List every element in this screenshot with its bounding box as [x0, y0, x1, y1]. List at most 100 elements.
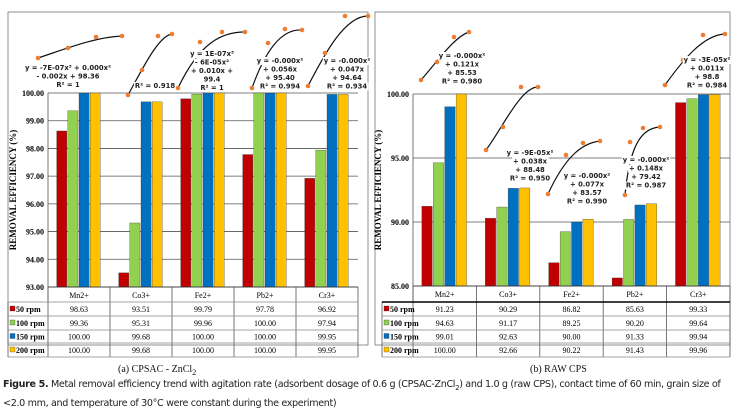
table-cell: 96.92: [318, 305, 336, 314]
bar-150rpm-Cr3+: [698, 94, 709, 287]
trend-point: [35, 55, 41, 61]
trend-point: [155, 33, 161, 39]
x-tick-label: Pb2+: [626, 290, 643, 299]
bar-50rpm-Co3+: [485, 218, 496, 287]
table-cell: 90.22: [563, 346, 581, 355]
y-tick-label: 99.00: [26, 117, 44, 126]
y-tick-label: 100.00: [387, 90, 409, 99]
table-cell: 91.43: [626, 346, 644, 355]
equation-bg: [621, 156, 671, 164]
trendline-equation: + 83.57: [572, 189, 602, 197]
trend-point: [597, 138, 603, 144]
bar-200rpm-Fe2+: [214, 92, 225, 288]
table-cell: 100.00: [254, 346, 276, 355]
equation-bg: [628, 164, 665, 173]
y-tick-label: 90.00: [391, 218, 409, 227]
trendline-equation: R² = 1: [200, 84, 224, 92]
equation-bg: [329, 65, 366, 74]
equation-bg: [685, 81, 729, 90]
x-tick-label: Cr3+: [690, 290, 707, 299]
y-tick-label: 95.00: [26, 228, 44, 237]
bar-100rpm-Pb2+: [253, 92, 265, 288]
table-cell: 100.00: [68, 346, 90, 355]
legend-label: 100 rpm: [16, 319, 45, 328]
equation-bg: [189, 50, 235, 58]
trend-point: [500, 124, 506, 130]
legend-key: [9, 319, 16, 326]
trendline-equation: R² = 0.987: [626, 182, 666, 190]
table-cell: 94.63: [436, 319, 454, 328]
equation-bg: [682, 56, 732, 64]
legend-key: [9, 333, 16, 339]
trendline-Cr3+: [664, 33, 726, 86]
y-tick-label: 96.00: [26, 200, 44, 209]
legend-label: 100 rpm: [390, 319, 419, 328]
bar-150rpm-Cr3+: [326, 94, 338, 288]
equation-bg: [689, 64, 726, 73]
trend-point: [197, 39, 203, 45]
trendline-equation: y = -0.000x²: [564, 172, 611, 180]
equation-bg: [55, 81, 81, 89]
bar-50rpm-Cr3+: [675, 102, 687, 287]
table-cell: 99.95: [318, 346, 336, 355]
trend-point: [175, 85, 181, 91]
bar-50rpm-Mn2+: [421, 206, 433, 287]
x-tick-label: Mn2+: [435, 290, 455, 299]
legend-key: [383, 319, 390, 326]
trendline-equation: y = -0.000x²: [324, 57, 371, 65]
trend-point: [700, 32, 706, 38]
trendline-equation: + 0.121x: [445, 61, 480, 69]
trend-point: [342, 13, 348, 19]
trend-point: [418, 77, 424, 83]
trendline-equation: + 0.148x: [629, 165, 664, 173]
y-axis-label: REMOVAL EFFICIENCY (%): [8, 130, 18, 251]
trend-point: [365, 13, 371, 19]
legend-label: 200 rpm: [16, 346, 45, 355]
table-cell: 93.51: [132, 305, 150, 314]
trendline-Mn2+: [420, 31, 470, 81]
trend-point: [93, 34, 99, 40]
trendline-equation: + 0.038x: [513, 158, 548, 166]
table-cell: 99.33: [689, 305, 707, 314]
table-cell: 90.29: [499, 305, 517, 314]
y-tick-label: 100.00: [22, 89, 44, 98]
table-cell: 99.94: [689, 333, 707, 342]
table-cell: 99.01: [436, 333, 454, 342]
legend-key: [383, 346, 390, 353]
trendline-equation: - 0.002x + 98.36: [37, 73, 100, 81]
caption-text: Metal removal efficiency trend with agit…: [48, 379, 456, 390]
y-tick-label: 94.00: [26, 255, 44, 264]
trendline-equation: + 95.40: [265, 74, 295, 82]
legend-key: [383, 333, 390, 339]
bar-150rpm-Mn2+: [78, 92, 90, 288]
subtitle-a-sub: 2: [192, 368, 197, 377]
trend-point: [282, 26, 288, 32]
trend-point: [305, 83, 311, 89]
equation-bg: [35, 72, 101, 81]
legend-key: [9, 346, 16, 353]
trend-point: [322, 50, 328, 56]
trendline-Fe2+: [177, 31, 246, 89]
bar-150rpm-Co3+: [507, 188, 519, 287]
x-tick-label: Co3+: [132, 291, 150, 300]
caption-sub: 2: [455, 383, 460, 392]
trendline-equation: y = -0.000x²: [439, 52, 486, 60]
bar-100rpm-Fe2+: [559, 231, 571, 287]
trendline-equation: + 0.010x +: [191, 67, 233, 75]
bar-200rpm-Pb2+: [276, 92, 287, 288]
trend-point: [518, 84, 524, 90]
trendline-Cr3+: [307, 15, 369, 87]
trendline-Fe2+: [547, 140, 601, 195]
table-cell: 91.33: [626, 333, 644, 342]
bar-200rpm-Co3+: [152, 101, 163, 288]
legend-label: 50 rpm: [390, 305, 415, 314]
trendline-equation: y = -9E-05x²: [507, 149, 554, 157]
x-tick-label: Mn2+: [69, 291, 89, 300]
bar-200rpm-Mn2+: [90, 92, 101, 288]
trendline-equation: R² = 0.950: [510, 175, 550, 183]
trend-point: [169, 31, 175, 37]
trend-point: [622, 192, 628, 198]
table-cell: 99.95: [318, 333, 336, 342]
bar-200rpm-Cr3+: [709, 94, 721, 287]
